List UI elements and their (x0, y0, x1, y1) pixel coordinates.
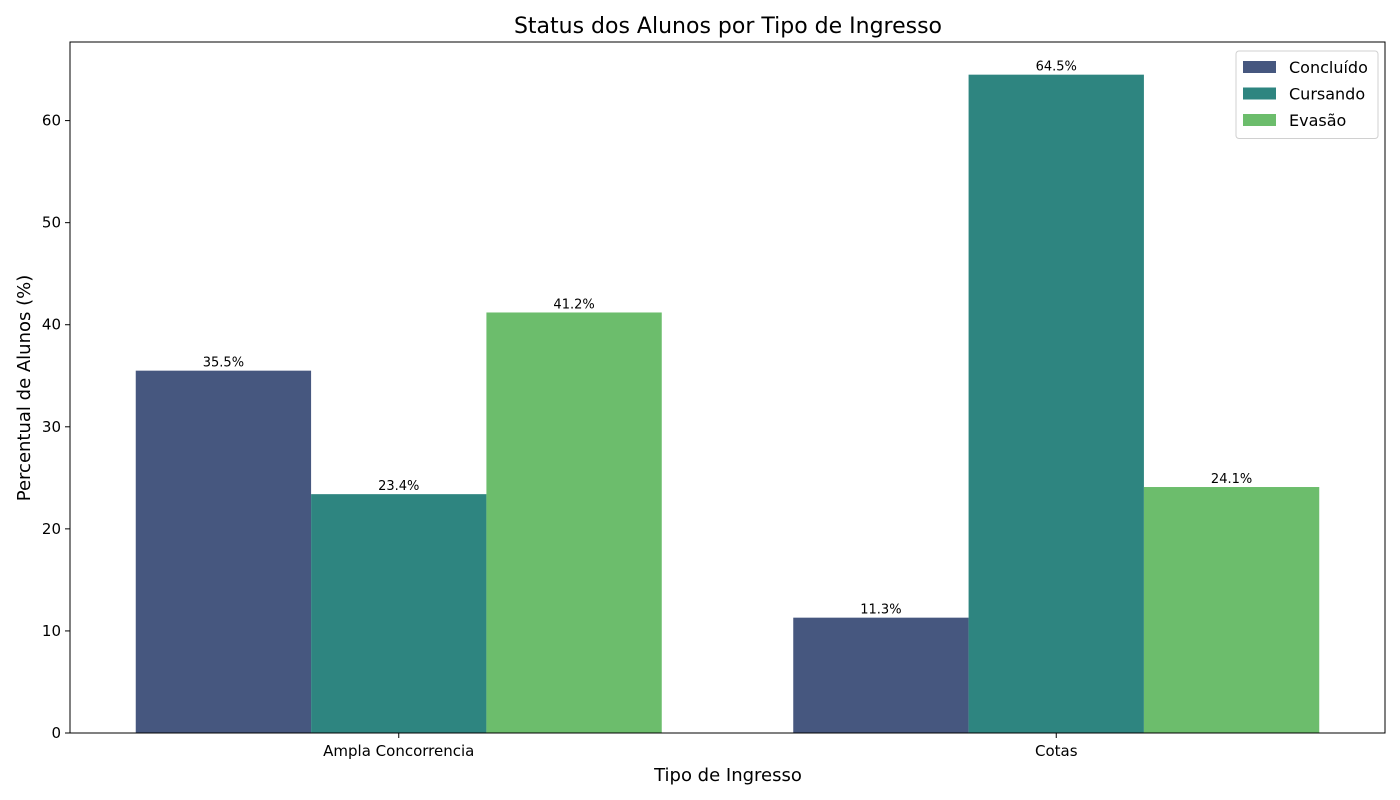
bar-data-label: 23.4% (378, 479, 419, 494)
y-tick-label: 30 (42, 418, 61, 436)
bar-data-label: 41.2% (553, 297, 594, 312)
y-tick-label: 10 (42, 622, 61, 640)
bar (968, 74, 1144, 733)
bar (793, 617, 969, 733)
chart-title: Status dos Alunos por Tipo de Ingresso (514, 14, 942, 39)
plot-frame (69, 41, 1386, 734)
y-tick-label: 0 (51, 724, 61, 742)
x-tick-label: Ampla Concorrencia (323, 742, 474, 760)
bar (311, 494, 487, 733)
bar-data-label: 35.5% (203, 356, 244, 371)
x-tick-label: Cotas (1035, 742, 1078, 760)
legend-label: Concluído (1289, 58, 1368, 77)
bar-data-label: 64.5% (1036, 60, 1077, 75)
y-tick-label: 20 (42, 520, 61, 538)
y-axis: 0 10 20 30 40 50 60 (42, 112, 70, 742)
legend-label: Cursando (1289, 85, 1365, 104)
y-axis-label: Percentual de Alunos (%) (14, 275, 35, 502)
x-axis: Ampla Concorrencia Cotas (323, 733, 1078, 760)
legend-swatch (1243, 114, 1276, 126)
legend-swatch (1243, 61, 1276, 73)
bar-data-label: 11.3% (860, 603, 901, 618)
plot-area: 35.5% 23.4% 41.2% 11.3% 64.5% 24.1% (135, 60, 1320, 733)
bar (1143, 487, 1320, 733)
y-tick-label: 50 (42, 214, 61, 232)
y-tick-label: 60 (42, 112, 61, 130)
bar-data-label: 24.1% (1211, 472, 1252, 487)
bar (486, 312, 662, 733)
x-axis-label: Tipo de Ingresso (653, 765, 802, 786)
y-tick-label: 40 (42, 316, 61, 334)
legend: Concluído Cursando Evasão (1235, 50, 1379, 139)
bar (135, 370, 312, 733)
legend-swatch (1243, 87, 1276, 100)
legend-label: Evasão (1289, 111, 1346, 130)
